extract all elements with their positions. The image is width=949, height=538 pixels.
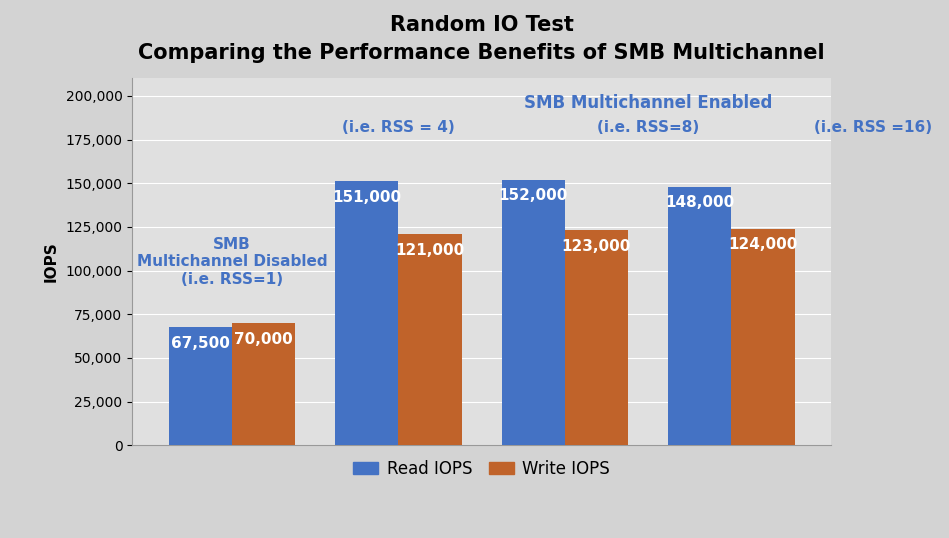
Bar [668, 187, 732, 445]
Text: 67,500: 67,500 [171, 336, 230, 351]
Bar [335, 181, 399, 445]
Text: SMB Multichannel Enabled: SMB Multichannel Enabled [524, 94, 772, 112]
Y-axis label: IOPS: IOPS [44, 242, 59, 282]
Bar [502, 180, 565, 445]
Text: 70,000: 70,000 [234, 332, 293, 346]
Text: (i.e. RSS = 4): (i.e. RSS = 4) [342, 120, 455, 135]
Text: 124,000: 124,000 [728, 237, 797, 252]
Text: 121,000: 121,000 [396, 243, 465, 258]
Bar [399, 234, 461, 445]
Bar [169, 327, 232, 445]
Legend: Read IOPS, Write IOPS: Read IOPS, Write IOPS [346, 453, 617, 485]
Text: 152,000: 152,000 [498, 188, 568, 203]
Text: (i.e. RSS=8): (i.e. RSS=8) [597, 120, 699, 135]
Text: (i.e. RSS =16): (i.e. RSS =16) [813, 120, 932, 135]
Text: 151,000: 151,000 [332, 190, 401, 205]
Text: 123,000: 123,000 [562, 239, 631, 254]
Bar [565, 230, 628, 445]
Bar [232, 323, 295, 445]
Text: 148,000: 148,000 [665, 195, 735, 210]
Title: Random IO Test
Comparing the Performance Benefits of SMB Multichannel: Random IO Test Comparing the Performance… [139, 15, 825, 63]
Text: SMB
Multichannel Disabled
(i.e. RSS=1): SMB Multichannel Disabled (i.e. RSS=1) [137, 237, 327, 287]
Bar [732, 229, 794, 445]
